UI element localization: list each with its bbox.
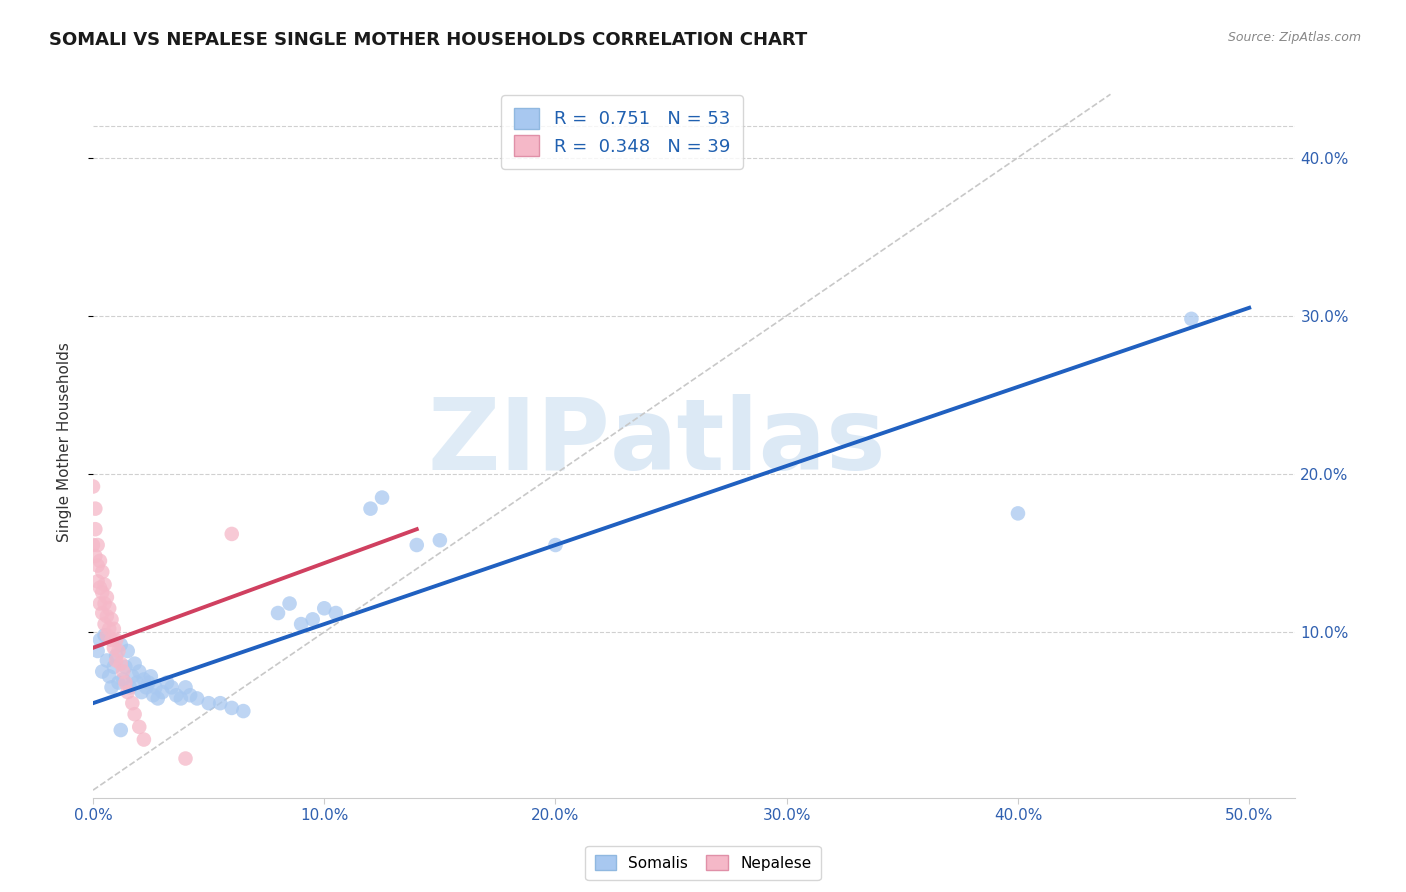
Point [112,665,135,679]
Point [128,665,150,679]
Point [96,609,118,624]
Point [107,675,129,690]
Point [371,491,394,505]
Point [93,597,115,611]
Point [160,681,183,695]
Point [221,527,243,541]
Point [93,577,115,591]
Y-axis label: Single Mother Households: Single Mother Households [58,343,72,542]
Text: SOMALI VS NEPALESE SINGLE MOTHER HOUSEHOLDS CORRELATION CHART: SOMALI VS NEPALESE SINGLE MOTHER HOUSEHO… [49,31,807,49]
Point [325,606,347,620]
Text: Source: ZipAtlas.com: Source: ZipAtlas.com [1227,31,1361,45]
Point [117,644,139,658]
Point [139,669,162,683]
Point [150,685,173,699]
Point [314,601,336,615]
Point [89,597,111,611]
Point [100,632,122,647]
Point [165,688,187,702]
Point [179,688,201,702]
Point [221,701,243,715]
Point [110,638,132,652]
Text: ZIP: ZIP [427,393,610,491]
Point [82,479,104,493]
Point [96,628,118,642]
Point [89,581,111,595]
Point [103,640,125,655]
Point [544,538,567,552]
Point [405,538,427,552]
Point [93,628,115,642]
Point [98,622,121,636]
Point [124,657,146,671]
Point [86,574,108,589]
Point [138,675,160,690]
Point [112,673,135,687]
Point [103,660,125,674]
Point [121,696,143,710]
Point [128,720,150,734]
Point [98,601,121,615]
Point [89,554,111,568]
Point [170,691,193,706]
Point [156,675,179,690]
Point [84,522,107,536]
Point [197,696,219,710]
Point [121,669,143,683]
Point [174,751,197,765]
Point [91,606,114,620]
Point [1180,311,1202,326]
Point [105,653,128,667]
Point [117,685,139,699]
Point [84,501,107,516]
Point [131,685,153,699]
Point [174,681,197,695]
Point [107,644,129,658]
Point [232,704,254,718]
Point [125,675,148,690]
Point [114,675,136,690]
Point [86,558,108,573]
Point [98,669,121,683]
Point [135,681,157,695]
Point [124,707,146,722]
Point [93,617,115,632]
Legend: Somalis, Nepalese: Somalis, Nepalese [585,846,821,880]
Point [86,538,108,552]
Point [118,681,141,695]
Point [145,681,167,695]
Point [91,665,114,679]
Point [100,681,122,695]
Point [114,660,136,674]
Point [142,688,165,702]
Point [91,565,114,579]
Point [278,597,301,611]
Point [132,732,155,747]
Point [105,632,128,647]
Point [429,533,451,548]
Point [91,585,114,599]
Point [146,691,169,706]
Point [103,622,125,636]
Text: atlas: atlas [610,393,887,491]
Point [209,696,232,710]
Point [84,549,107,563]
Point [105,648,128,663]
Point [267,606,290,620]
Point [82,538,104,552]
Point [110,657,132,671]
Point [96,653,118,667]
Point [301,612,323,626]
Legend: R =  0.751   N = 53, R =  0.348   N = 39: R = 0.751 N = 53, R = 0.348 N = 39 [502,95,742,169]
Point [89,632,111,647]
Point [86,644,108,658]
Point [96,591,118,605]
Point [132,673,155,687]
Point [110,723,132,737]
Point [290,617,312,632]
Point [100,612,122,626]
Point [360,501,382,516]
Point [1007,507,1029,521]
Point [186,691,208,706]
